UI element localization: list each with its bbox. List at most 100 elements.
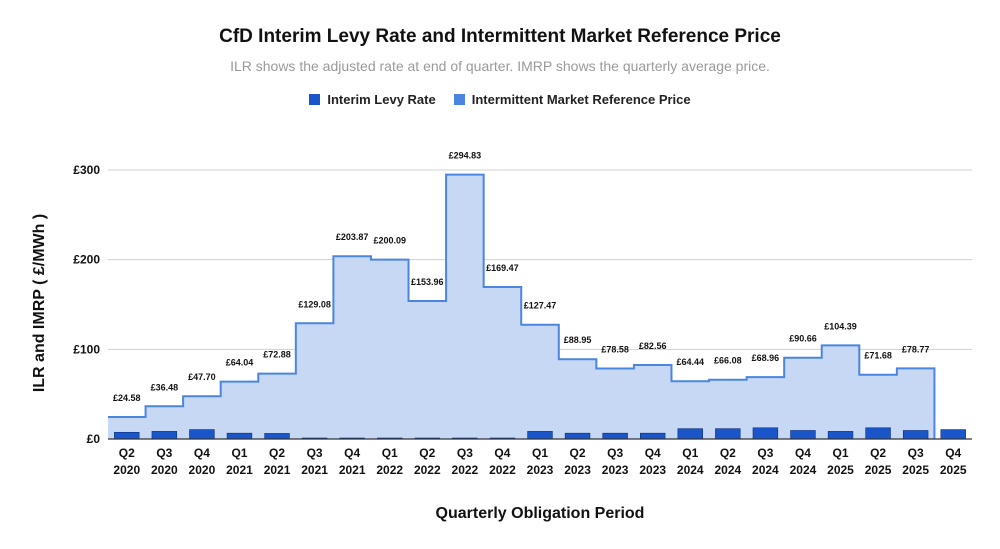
y-tick-label: £300 [73,163,100,177]
imrp-data-label: £47.70 [188,372,216,382]
x-tick-year: 2024 [714,463,741,477]
imrp-data-label: £72.88 [263,350,291,360]
chart-title: CfD Interim Levy Rate and Intermittent M… [219,26,781,47]
imrp-data-label: £200.09 [373,236,406,246]
imrp-data-label: £169.47 [486,263,519,273]
ilr-bar [902,430,929,440]
imrp-data-label: £66.08 [714,356,742,366]
x-tick-year: 2025 [940,463,967,477]
imrp-data-label: £203.87 [336,232,369,242]
legend-item-imrp[interactable]: Intermittent Market Reference Price [453,92,691,107]
x-tick-year: 2020 [151,463,178,477]
imrp-data-label: £36.48 [151,382,179,392]
imrp-data-label: £90.66 [789,334,817,344]
imrp-data-label: £88.95 [564,335,592,345]
imrp-data-label: £129.08 [298,299,331,309]
x-tick-year: 2025 [827,463,854,477]
x-tick-year: 2023 [602,463,629,477]
ilr-bar [715,428,741,440]
x-tick-quarter: Q4 [795,446,811,460]
legend-item-ilr[interactable]: Interim Levy Rate [309,92,436,107]
imrp-step-line [108,173,936,439]
x-tick-quarter: Q4 [344,446,360,460]
x-tick-quarter: Q2 [870,446,886,460]
x-tick-year: 2024 [790,463,817,477]
x-tick-year: 2022 [376,463,403,477]
axis-layer: £0 £100 £200 £300 Q2 2020 Q3 2020 Q4 2020 Q1 2021 Q2… [73,163,972,477]
x-tick-year: 2022 [452,463,479,477]
data-label-layer: £24.58 £36.48 £47.70 £64.04 £72.88 £129.08 £20… [113,151,929,403]
imrp-data-label: £78.77 [902,344,930,354]
x-tick-quarter: Q3 [607,446,623,460]
x-tick-year: 2020 [113,463,140,477]
x-tick-year: 2024 [677,463,704,477]
imrp-data-label: £153.96 [411,277,444,287]
x-tick-quarter: Q4 [494,446,510,460]
ilr-bar [527,431,553,440]
imrp-data-label: £78.58 [601,345,629,355]
x-tick-year: 2025 [902,463,929,477]
x-tick-quarter: Q1 [382,446,398,460]
x-tick-quarter: Q1 [682,446,698,460]
x-tick-quarter: Q2 [720,446,736,460]
x-tick-year: 2023 [564,463,591,477]
imrp-data-label: £294.83 [449,151,482,161]
x-tick-year: 2021 [339,463,366,477]
x-tick-year: 2021 [264,463,291,477]
ilr-bar [114,431,140,440]
imrp-data-label: £71.68 [864,351,892,361]
x-tick-quarter: Q4 [194,446,210,460]
ilr-bar [564,432,591,440]
x-tick-quarter: Q2 [119,446,135,460]
ilr-bar [189,429,215,440]
x-tick-quarter: Q4 [945,446,961,460]
y-tick-label: £200 [73,253,100,267]
x-tick-quarter: Q2 [269,446,285,460]
legend-label-ilr: Interim Levy Rate [327,92,436,107]
x-tick-year: 2020 [189,463,216,477]
ilr-bar [264,433,290,440]
legend-swatch-ilr [309,94,321,105]
x-tick-quarter: Q1 [532,446,548,460]
ilr-bar [865,427,891,440]
y-tick-label: £0 [87,432,101,446]
ilr-bar [827,431,854,440]
x-tick-quarter: Q4 [645,446,661,460]
legend-label-imrp: Intermittent Market Reference Price [471,92,691,107]
x-tick-quarter: Q1 [231,446,247,460]
imrp-data-label: £64.04 [226,358,254,368]
x-tick-year: 2024 [752,463,779,477]
legend-swatch-imrp [453,94,465,105]
x-tick-quarter: Q2 [419,446,435,460]
x-tick-year: 2022 [489,463,516,477]
x-tick-year: 2025 [865,463,892,477]
imrp-data-label: £24.58 [113,393,141,403]
imrp-data-label: £68.96 [752,353,780,363]
ilr-bar [677,428,703,440]
x-tick-quarter: Q3 [457,446,473,460]
imrp-data-label: £64.44 [676,357,704,367]
ilr-bar [790,430,816,440]
ilr-bar [940,429,966,440]
ilr-bar [226,432,253,440]
x-tick-quarter: Q3 [908,446,924,460]
ilr-bar [602,432,628,440]
x-tick-year: 2021 [226,463,253,477]
x-tick-year: 2023 [639,463,666,477]
x-tick-quarter: Q2 [570,446,586,460]
x-tick-quarter: Q3 [307,446,323,460]
x-tick-year: 2022 [414,463,441,477]
ilr-bar [639,432,666,440]
chart-subtitle: ILR shows the adjusted rate at end of qu… [230,58,770,74]
x-tick-year: 2021 [301,463,328,477]
imrp-area-layer [108,173,936,439]
ilr-bar [151,431,178,440]
x-tick-year: 2023 [527,463,554,477]
x-tick-quarter: Q1 [833,446,849,460]
imrp-data-label: £104.39 [824,321,857,331]
x-tick-quarter: Q3 [156,446,172,460]
ilr-bar [752,427,779,440]
x-tick-quarter: Q3 [757,446,773,460]
